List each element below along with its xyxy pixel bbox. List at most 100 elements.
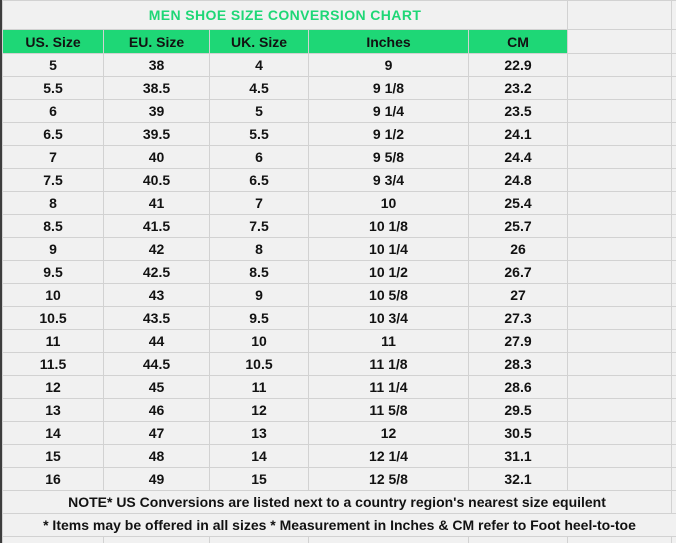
- cell[interactable]: 10 5/8: [308, 283, 469, 307]
- cell[interactable]: 24.1: [468, 122, 568, 146]
- cell[interactable]: 11 1/4: [308, 375, 469, 399]
- empty-cell[interactable]: [103, 536, 210, 543]
- cell[interactable]: 11: [209, 375, 309, 399]
- cell[interactable]: 8: [209, 237, 309, 261]
- cell[interactable]: 43.5: [103, 306, 210, 330]
- cell[interactable]: 27.3: [468, 306, 568, 330]
- cell[interactable]: 12: [308, 421, 469, 445]
- cell[interactable]: 29.5: [468, 398, 568, 422]
- cell[interactable]: 12 1/4: [308, 444, 469, 468]
- column-header-cm[interactable]: CM: [468, 29, 568, 54]
- cell[interactable]: 27: [468, 283, 568, 307]
- empty-cell[interactable]: [567, 536, 672, 543]
- cell[interactable]: 47: [103, 421, 210, 445]
- empty-cell[interactable]: [567, 29, 672, 54]
- cell[interactable]: 24.8: [468, 168, 568, 192]
- cell[interactable]: 27.9: [468, 329, 568, 353]
- empty-cell[interactable]: [567, 168, 672, 192]
- cell[interactable]: 42.5: [103, 260, 210, 284]
- empty-cell[interactable]: [567, 145, 672, 169]
- cell[interactable]: 10: [209, 329, 309, 353]
- empty-cell[interactable]: [567, 306, 672, 330]
- cell[interactable]: 6.5: [2, 122, 104, 146]
- empty-cell[interactable]: [567, 76, 672, 100]
- cell[interactable]: 31.1: [468, 444, 568, 468]
- cell[interactable]: 8: [2, 191, 104, 215]
- cell[interactable]: 44: [103, 329, 210, 353]
- cell[interactable]: 49: [103, 467, 210, 491]
- empty-cell[interactable]: [567, 352, 672, 376]
- cell[interactable]: 11 5/8: [308, 398, 469, 422]
- cell[interactable]: 23.2: [468, 76, 568, 100]
- cell[interactable]: 7.5: [2, 168, 104, 192]
- cell[interactable]: 14: [209, 444, 309, 468]
- cell[interactable]: 23.5: [468, 99, 568, 123]
- cell[interactable]: 9.5: [2, 260, 104, 284]
- empty-cell[interactable]: [468, 536, 568, 543]
- cell[interactable]: 25.7: [468, 214, 568, 238]
- cell[interactable]: 11: [308, 329, 469, 353]
- cell[interactable]: 41.5: [103, 214, 210, 238]
- empty-cell[interactable]: [567, 283, 672, 307]
- cell[interactable]: 10 1/4: [308, 237, 469, 261]
- empty-cell[interactable]: [567, 375, 672, 399]
- empty-cell[interactable]: [567, 237, 672, 261]
- cell[interactable]: 10 1/2: [308, 260, 469, 284]
- cell[interactable]: 26.7: [468, 260, 568, 284]
- cell[interactable]: 15: [2, 444, 104, 468]
- cell[interactable]: 9: [209, 283, 309, 307]
- cell[interactable]: 10.5: [209, 352, 309, 376]
- cell[interactable]: 12 5/8: [308, 467, 469, 491]
- cell[interactable]: 5: [209, 99, 309, 123]
- cell[interactable]: 4: [209, 53, 309, 77]
- cell[interactable]: 11 1/8: [308, 352, 469, 376]
- cell[interactable]: 38.5: [103, 76, 210, 100]
- cell[interactable]: 9: [308, 53, 469, 77]
- cell[interactable]: 11: [2, 329, 104, 353]
- cell[interactable]: 42: [103, 237, 210, 261]
- cell[interactable]: 25.4: [468, 191, 568, 215]
- cell[interactable]: 7: [2, 145, 104, 169]
- cell[interactable]: 48: [103, 444, 210, 468]
- cell[interactable]: 28.6: [468, 375, 568, 399]
- cell[interactable]: 22.9: [468, 53, 568, 77]
- cell[interactable]: 6.5: [209, 168, 309, 192]
- cell[interactable]: 9 1/2: [308, 122, 469, 146]
- cell[interactable]: 26: [468, 237, 568, 261]
- cell[interactable]: 10 1/8: [308, 214, 469, 238]
- column-header-eu-size[interactable]: EU. Size: [103, 29, 210, 54]
- cell[interactable]: 4.5: [209, 76, 309, 100]
- empty-cell[interactable]: [567, 214, 672, 238]
- cell[interactable]: 38: [103, 53, 210, 77]
- empty-cell[interactable]: [567, 122, 672, 146]
- column-header-us-size[interactable]: US. Size: [2, 29, 104, 54]
- empty-cell[interactable]: [567, 444, 672, 468]
- cell[interactable]: 28.3: [468, 352, 568, 376]
- empty-cell[interactable]: [567, 99, 672, 123]
- cell[interactable]: 8.5: [2, 214, 104, 238]
- cell[interactable]: 13: [209, 421, 309, 445]
- cell[interactable]: 44.5: [103, 352, 210, 376]
- cell[interactable]: 41: [103, 191, 210, 215]
- column-header-inches[interactable]: Inches: [308, 29, 469, 54]
- cell[interactable]: 9: [2, 237, 104, 261]
- cell[interactable]: 10: [308, 191, 469, 215]
- cell[interactable]: 12: [209, 398, 309, 422]
- empty-cell[interactable]: [567, 398, 672, 422]
- empty-cell[interactable]: [2, 536, 104, 543]
- cell[interactable]: 9 5/8: [308, 145, 469, 169]
- cell[interactable]: 16: [2, 467, 104, 491]
- empty-cell[interactable]: [567, 191, 672, 215]
- cell[interactable]: 40.5: [103, 168, 210, 192]
- cell[interactable]: 10.5: [2, 306, 104, 330]
- cell[interactable]: 39.5: [103, 122, 210, 146]
- cell[interactable]: 5.5: [2, 76, 104, 100]
- empty-cell[interactable]: [567, 329, 672, 353]
- cell[interactable]: 24.4: [468, 145, 568, 169]
- cell[interactable]: 12: [2, 375, 104, 399]
- empty-cell[interactable]: [567, 467, 672, 491]
- cell[interactable]: 10 3/4: [308, 306, 469, 330]
- cell[interactable]: 9.5: [209, 306, 309, 330]
- clipped-cell-marker[interactable]: *: [209, 536, 309, 543]
- column-header-uk-size[interactable]: UK. Size: [209, 29, 309, 54]
